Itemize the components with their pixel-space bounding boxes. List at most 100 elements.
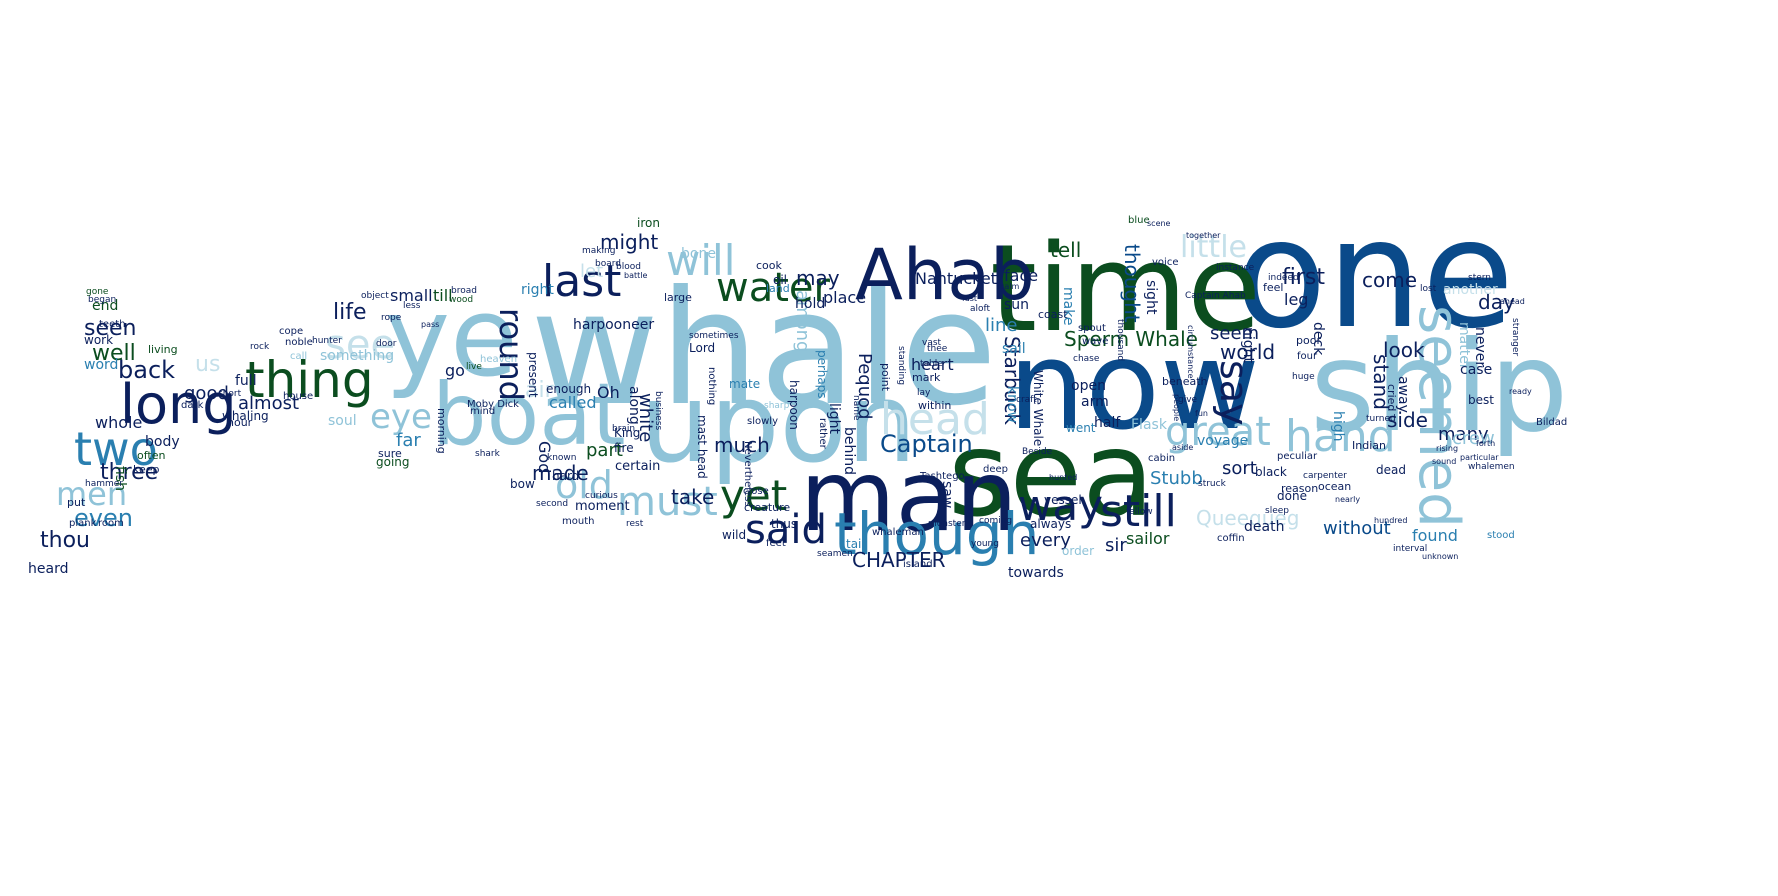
cloud-word: sight (1143, 280, 1159, 315)
cloud-word: ye (385, 273, 518, 401)
cloud-word: eye (370, 397, 432, 437)
cloud-word: place (823, 288, 867, 307)
cloud-word: sailor (1126, 529, 1170, 548)
cloud-word: short (218, 389, 242, 399)
cloud-word: arm (1081, 394, 1109, 410)
cloud-word: day (1478, 290, 1515, 314)
cloud-word: let (580, 261, 604, 282)
cloud-word: yet (720, 471, 788, 520)
cloud-word: till (433, 286, 453, 305)
cloud-word: living (148, 343, 178, 356)
cloud-word: men (56, 475, 128, 513)
cloud-word: Beside (1022, 447, 1053, 457)
cloud-word: rather (817, 418, 828, 449)
cloud-word: nothing (706, 367, 717, 406)
cloud-word: life (333, 300, 367, 325)
cloud-word: rope (381, 313, 402, 323)
cloud-word: cried (1385, 384, 1398, 412)
cloud-word: hour (227, 416, 253, 429)
cloud-word: wave (1082, 336, 1109, 347)
cloud-word: heard (28, 561, 69, 577)
cloud-word: stood (1487, 530, 1515, 541)
cloud-word: take (671, 485, 715, 509)
cloud-word: water (716, 265, 830, 311)
cloud-word: put (67, 496, 86, 509)
cloud-word: whose (963, 486, 974, 518)
cloud-word: particular (1460, 453, 1499, 462)
cloud-word: old (555, 463, 613, 507)
cloud-word: little (1180, 230, 1247, 265)
cloud-word: death (1244, 519, 1285, 535)
cloud-word: dark (181, 400, 204, 411)
cloud-word: gone (86, 287, 109, 297)
cloud-word: moment (575, 499, 630, 514)
cloud-word: Tashtego (920, 471, 965, 482)
cloud-word: saw (939, 481, 955, 509)
cloud-word: chase (1073, 354, 1100, 364)
cloud-word: heart (911, 355, 954, 374)
cloud-word: away (1395, 376, 1411, 413)
cloud-word: another (1443, 282, 1498, 298)
cloud-word: battle (624, 271, 648, 280)
cloud-word: soul (328, 413, 357, 429)
cloud-word: circumstance (1186, 325, 1195, 379)
cloud-word: man (800, 440, 1018, 554)
cloud-word: look (1383, 338, 1425, 362)
cloud-word: time (990, 220, 1262, 359)
cloud-word: indeed (1268, 273, 1299, 283)
cloud-word: two (74, 422, 158, 476)
cloud-word: deep (983, 464, 1008, 475)
cloud-word: certain (615, 459, 661, 474)
cloud-word: bone (681, 246, 716, 262)
cloud-word: feet (766, 538, 786, 549)
cloud-word: keep (133, 463, 160, 476)
cloud-word: sea (948, 405, 1155, 543)
cloud-word: fellow (1126, 507, 1153, 517)
cloud-word: coast (1038, 308, 1068, 321)
cloud-word: lost (1420, 284, 1437, 294)
cloud-word: ship (1310, 315, 1569, 460)
cloud-word: case (1460, 362, 1493, 378)
cloud-word: black (1255, 465, 1287, 479)
cloud-word: boat (432, 365, 626, 465)
cloud-word: standing (896, 346, 906, 386)
cloud-word: mast head (695, 415, 709, 479)
cloud-word: Nantucket (915, 269, 997, 288)
cloud-word: feel (1263, 281, 1284, 294)
cloud-word: Queequeg (1196, 506, 1300, 530)
cloud-word: right (521, 282, 554, 298)
cloud-word: less (403, 301, 421, 311)
cloud-word: air (525, 378, 554, 403)
cloud-word: come (1362, 268, 1418, 292)
cloud-word: half (1094, 415, 1121, 431)
cloud-word: Captain Ahab (1185, 291, 1246, 301)
cloud-word: White Whale (1031, 370, 1045, 447)
cloud-word: point (879, 363, 892, 392)
cloud-word: unknown (1422, 552, 1459, 561)
cloud-word: great (1165, 409, 1271, 455)
cloud-word: calm (1000, 282, 1020, 291)
cloud-word: towards (1008, 565, 1064, 581)
cloud-word: lay (917, 388, 931, 398)
cloud-word: craft (1016, 395, 1037, 405)
cloud-word: line (985, 315, 1018, 336)
cloud-word: see (325, 322, 396, 368)
cloud-word: business (653, 391, 663, 431)
cloud-word: name (851, 395, 861, 421)
cloud-word: sail (1002, 341, 1026, 357)
cloud-word: reason (1281, 482, 1319, 495)
cloud-word: seamen (817, 549, 853, 559)
cloud-word: hard (552, 469, 580, 483)
cloud-word: object (361, 291, 389, 301)
cloud-word: must (617, 479, 718, 525)
cloud-word: part (586, 440, 623, 461)
cloud-word: began (88, 295, 117, 305)
cloud-word: three (100, 460, 159, 485)
cloud-word: monster (928, 519, 966, 529)
cloud-word: hand (1285, 411, 1396, 462)
cloud-word: close (743, 486, 769, 497)
cloud-word: Oh (597, 383, 620, 402)
cloud-word: ahead (1500, 297, 1525, 306)
cloud-word: last (542, 256, 622, 307)
cloud-word: always (1030, 517, 1072, 531)
